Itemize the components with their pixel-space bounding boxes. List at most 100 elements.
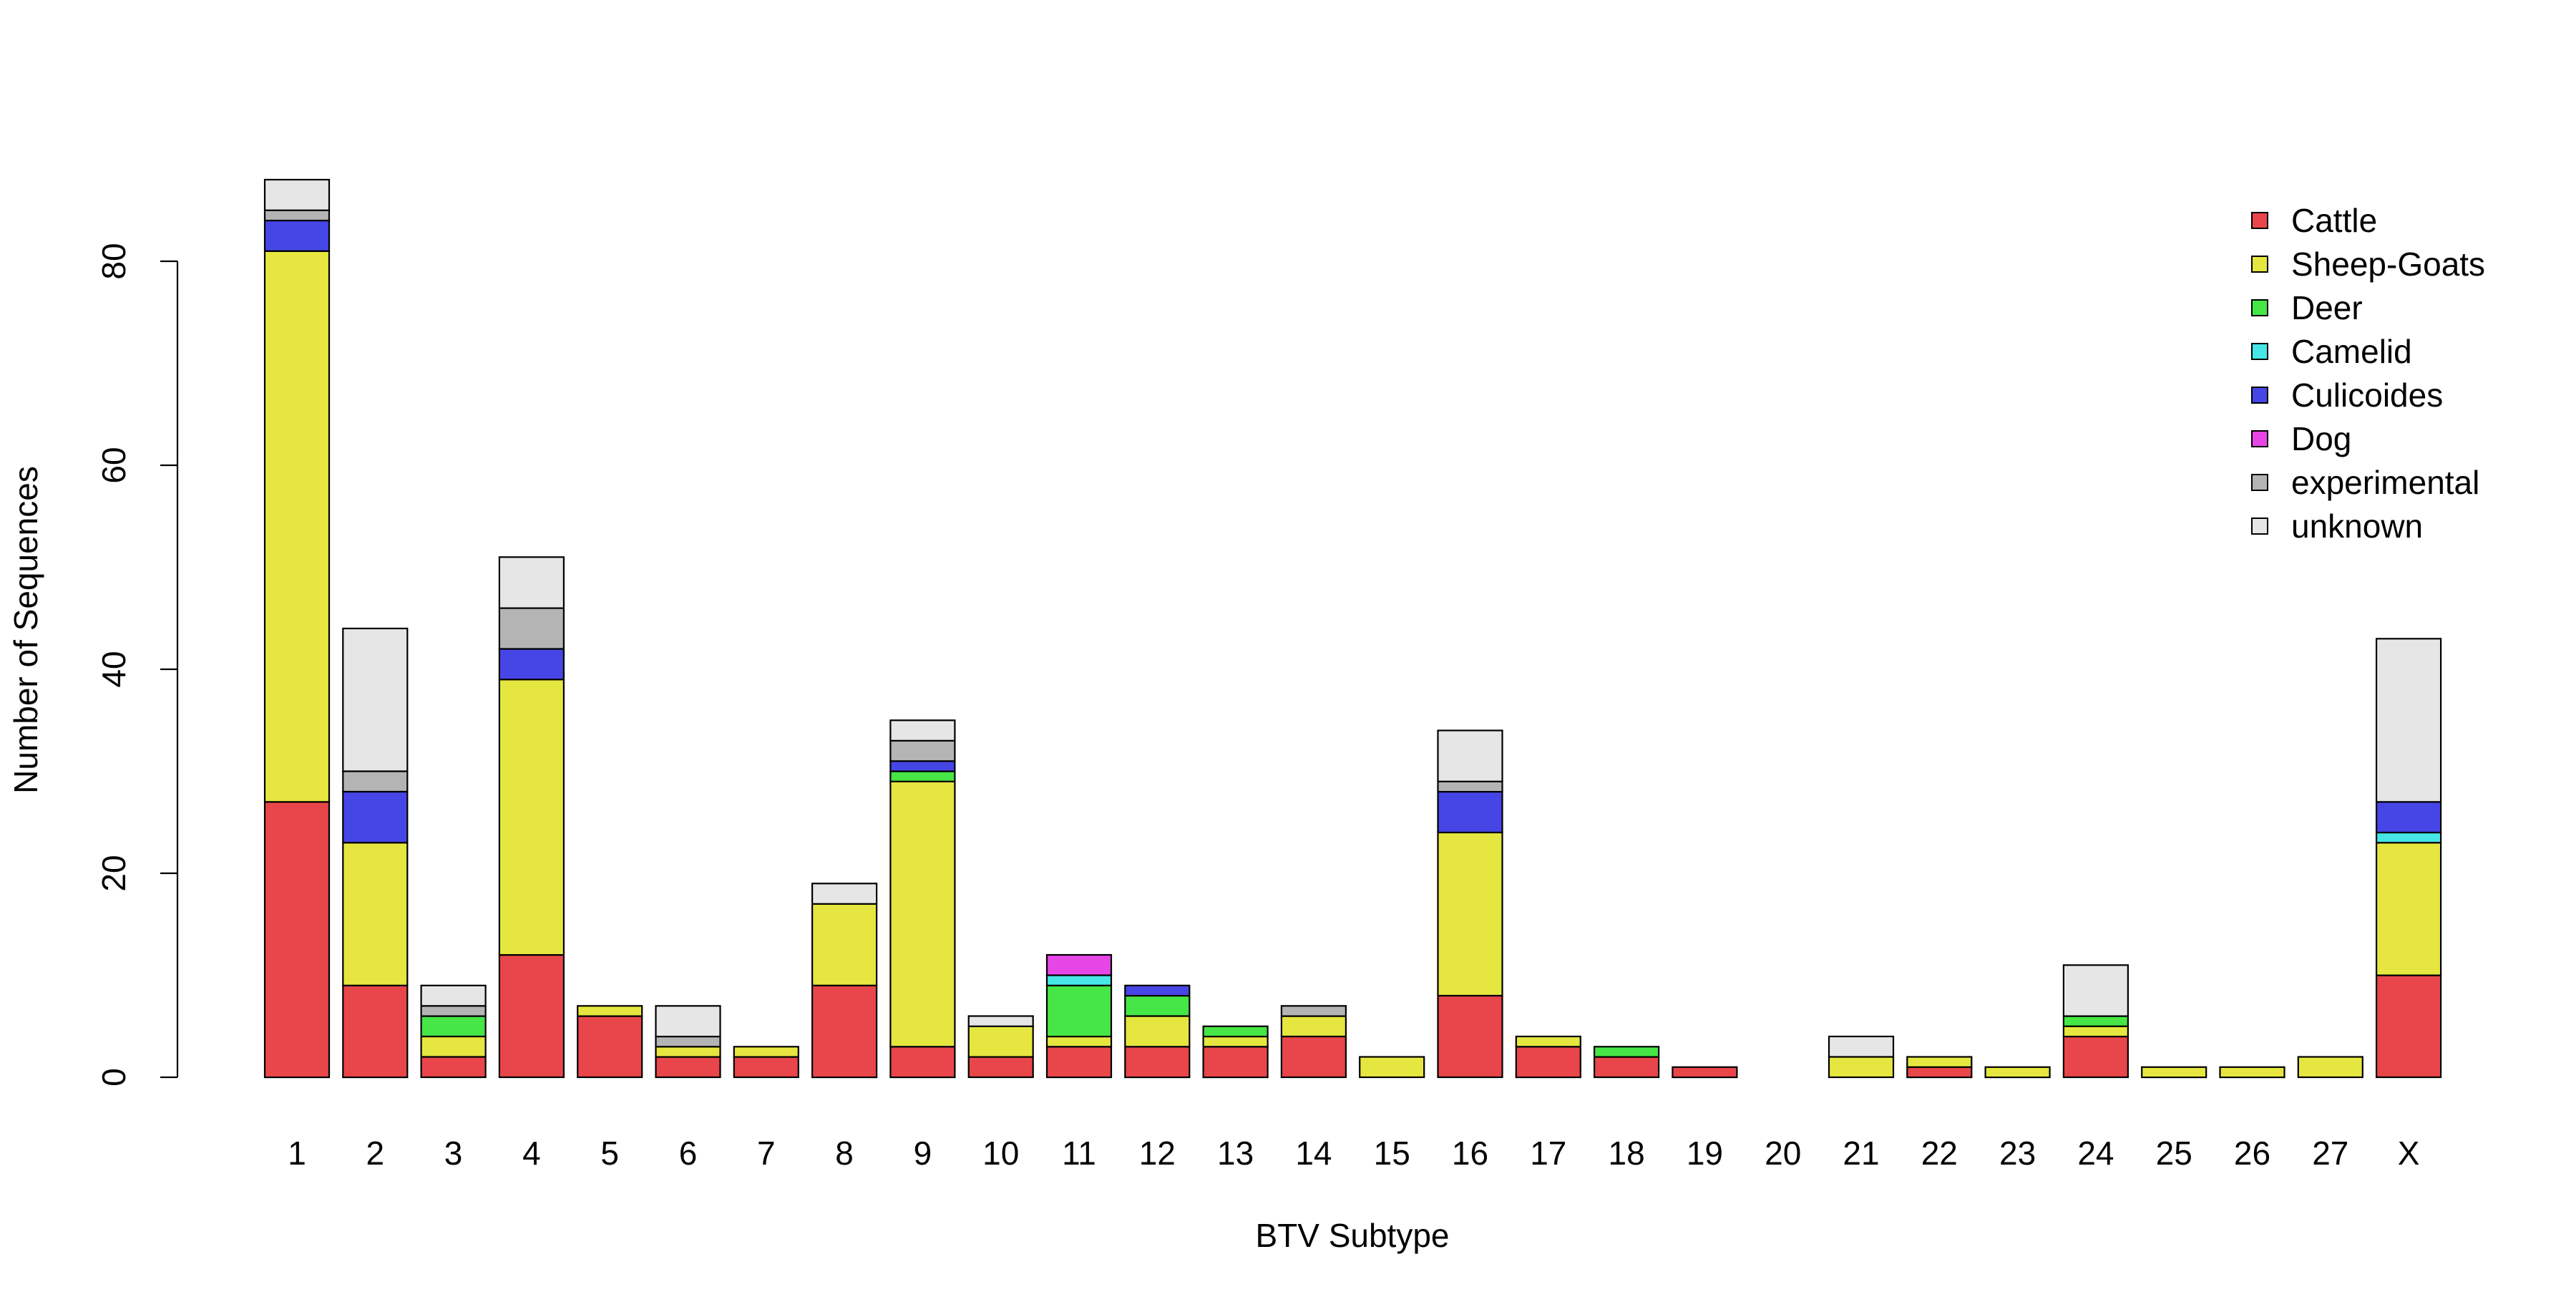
bar-segment-10-unknown	[967, 1015, 1034, 1027]
bar-segment-6-cattle	[655, 1056, 721, 1079]
x-tick-label-16: 16	[1452, 1135, 1488, 1172]
bar-segment-23-sheep-goats	[1984, 1066, 2051, 1079]
x-tick-label-2: 2	[366, 1135, 385, 1172]
legend: Cattle Sheep-Goats Deer Camelid Culicoides Do…	[2251, 202, 2485, 545]
bar-segment-21-unknown	[1828, 1035, 1895, 1058]
bar-segment-10-cattle	[967, 1056, 1034, 1079]
bar-segment-12-deer	[1124, 994, 1191, 1017]
x-tick-label-14: 14	[1295, 1135, 1332, 1172]
y-tick-label-0: 0	[95, 1068, 132, 1087]
bar-segment-13-cattle	[1202, 1046, 1269, 1079]
legend-label-culicoides: Culicoides	[2291, 377, 2443, 414]
bar-segment-16-unknown	[1437, 729, 1503, 782]
x-tick-label-3: 3	[444, 1135, 463, 1172]
bar-segment-8-cattle	[811, 984, 878, 1079]
legend-label-camelid: Camelid	[2291, 333, 2412, 370]
x-tick-label-17: 17	[1530, 1135, 1566, 1172]
legend-label-dog: Dog	[2291, 420, 2351, 457]
y-axis-label: Number of Sequences	[7, 466, 44, 794]
bar-segment-9-sheep-goats	[889, 780, 956, 1048]
bars-layer	[263, 178, 2442, 1079]
bar-segment-1-culicoides	[263, 219, 331, 252]
legend-swatch-dog	[2251, 430, 2268, 447]
bar-segment-11-dog	[1045, 953, 1113, 976]
bar-segment-1-unknown	[263, 178, 331, 211]
bar-segment-16-culicoides	[1437, 790, 1503, 834]
bar-segment-11-camelid	[1045, 974, 1113, 986]
bar-segment-10-sheep-goats	[967, 1025, 1034, 1058]
bar-segment-X-cattle	[2376, 974, 2442, 1079]
bar-segment-12-culicoides	[1124, 984, 1191, 997]
bar-segment-5-cattle	[577, 1015, 643, 1079]
bar-segment-24-unknown	[2062, 964, 2129, 1017]
bar-segment-25-sheep-goats	[2141, 1066, 2207, 1079]
bar-segment-3-unknown	[420, 984, 487, 1007]
bar-segment-8-sheep-goats	[811, 903, 878, 986]
bar-segment-7-cattle	[733, 1056, 799, 1079]
bar-segment-7-sheep-goats	[733, 1046, 799, 1058]
x-tick-label-18: 18	[1609, 1135, 1645, 1172]
bar-segment-13-sheep-goats	[1202, 1035, 1269, 1048]
bar-segment-9-culicoides	[889, 760, 956, 772]
legend-label-sheep-goats: Sheep-Goats	[2291, 246, 2485, 283]
bar-segment-5-sheep-goats	[577, 1005, 643, 1017]
y-tick-label-60: 60	[95, 447, 132, 483]
legend-swatch-unknown	[2251, 518, 2268, 535]
bar-segment-6-sheep-goats	[655, 1046, 721, 1058]
bar-segment-16-cattle	[1437, 994, 1503, 1079]
bar-segment-22-sheep-goats	[1906, 1056, 1973, 1068]
bar-segment-26-sheep-goats	[2219, 1066, 2285, 1079]
bar-segment-2-culicoides	[342, 790, 409, 844]
x-tick-label-21: 21	[1843, 1135, 1879, 1172]
bar-segment-11-sheep-goats	[1045, 1035, 1113, 1048]
bar-segment-12-sheep-goats	[1124, 1015, 1191, 1048]
x-tick-label-22: 22	[1921, 1135, 1958, 1172]
bar-segment-18-deer	[1594, 1046, 1660, 1058]
bar-segment-8-unknown	[811, 883, 878, 905]
bar-segment-X-culicoides	[2376, 801, 2442, 834]
bar-segment-1-sheep-goats	[263, 250, 331, 803]
x-tick-label-12: 12	[1139, 1135, 1176, 1172]
bar-segment-15-sheep-goats	[1359, 1056, 1425, 1079]
bar-segment-9-experimental	[889, 739, 956, 762]
legend-label-experimental: experimental	[2291, 464, 2479, 501]
bar-segment-X-unknown	[2376, 638, 2442, 803]
x-tick-label-9: 9	[914, 1135, 932, 1172]
bar-segment-4-culicoides	[498, 648, 565, 681]
y-tick-label-80: 80	[95, 243, 132, 279]
x-tick-label-26: 26	[2234, 1135, 2270, 1172]
bar-segment-12-cattle	[1124, 1046, 1191, 1079]
legend-swatch-cattle	[2251, 212, 2268, 229]
legend-label-unknown: unknown	[2291, 507, 2423, 545]
bar-segment-21-sheep-goats	[1828, 1056, 1895, 1079]
x-tick-label-1: 1	[288, 1135, 306, 1172]
legend-label-deer: Deer	[2291, 289, 2363, 326]
bar-segment-3-cattle	[420, 1056, 487, 1079]
bar-segment-16-experimental	[1437, 780, 1503, 793]
bar-segment-4-cattle	[498, 953, 565, 1079]
bar-segment-24-cattle	[2062, 1035, 2129, 1079]
bar-segment-18-cattle	[1594, 1056, 1660, 1079]
x-tick-label-23: 23	[1999, 1135, 2036, 1172]
x-tick-label-4: 4	[522, 1135, 541, 1172]
bar-segment-4-sheep-goats	[498, 679, 565, 956]
bar-segment-13-deer	[1202, 1025, 1269, 1038]
legend-swatch-culicoides	[2251, 387, 2268, 404]
x-tick-label-20: 20	[1765, 1135, 1801, 1172]
x-tick-label-7: 7	[757, 1135, 776, 1172]
legend-swatch-deer	[2251, 299, 2268, 316]
bar-segment-11-cattle	[1045, 1046, 1113, 1079]
bar-segment-4-experimental	[498, 607, 565, 650]
x-tick-label-6: 6	[679, 1135, 698, 1172]
bar-segment-17-sheep-goats	[1515, 1035, 1581, 1048]
bar-segment-24-deer	[2062, 1015, 2129, 1027]
x-axis-tick-labels: 1 2 3 4 5 6 7 8 9 10 11 12 13 14 15 16 17 18 19 20 21 22 23 24 2…	[288, 1135, 2419, 1172]
bar-segment-14-experimental	[1280, 1005, 1347, 1017]
bar-segment-1-cattle	[263, 801, 331, 1079]
bar-segment-16-sheep-goats	[1437, 831, 1503, 997]
x-tick-label-13: 13	[1217, 1135, 1254, 1172]
x-tick-label-11: 11	[1062, 1135, 1096, 1172]
x-tick-label-27: 27	[2312, 1135, 2348, 1172]
